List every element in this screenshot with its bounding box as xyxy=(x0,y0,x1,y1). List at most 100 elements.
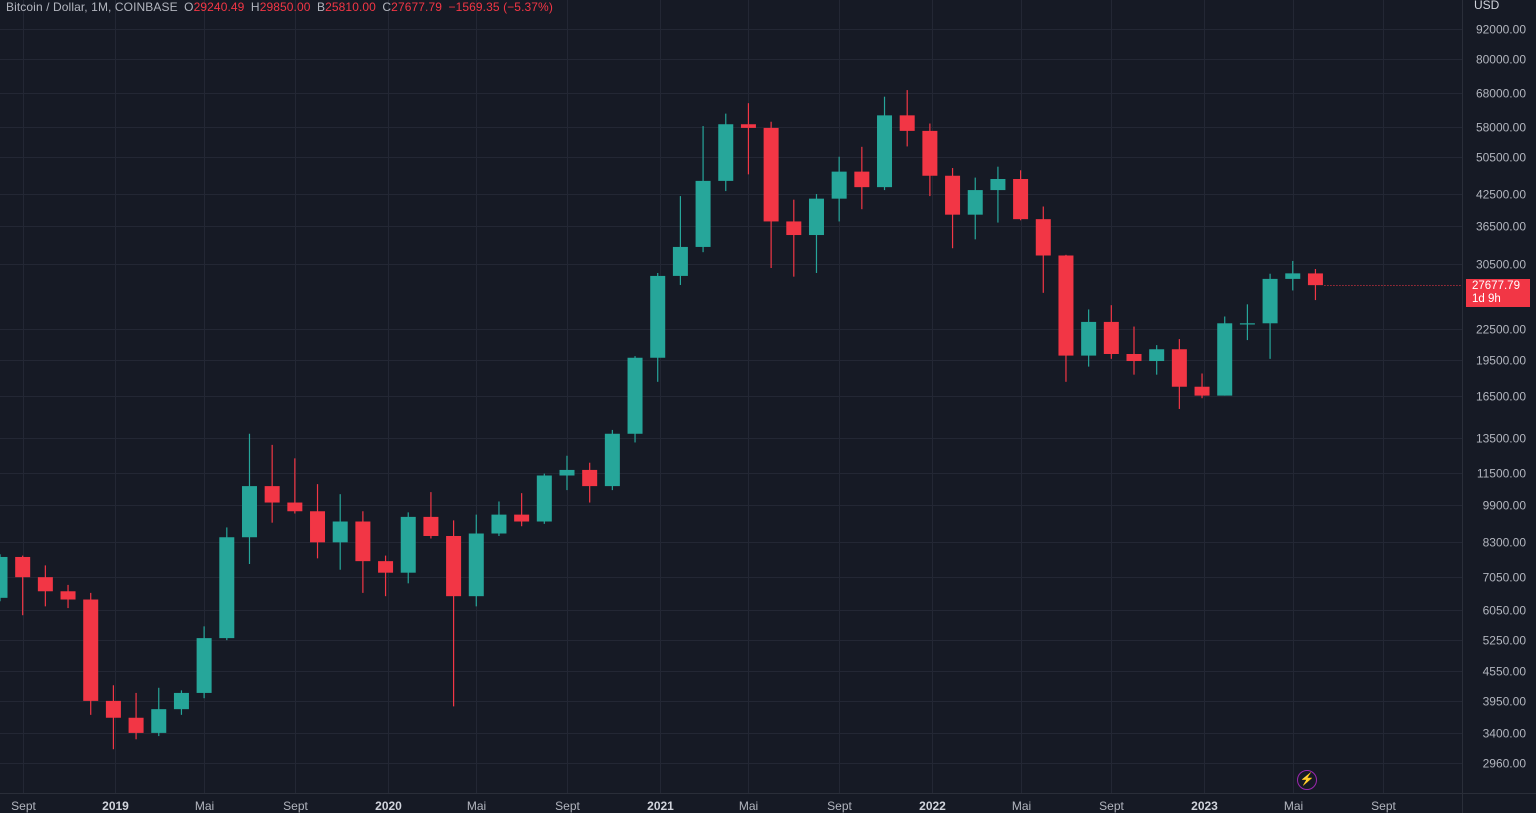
candle[interactable] xyxy=(287,458,303,514)
candle[interactable] xyxy=(423,492,439,539)
candle-body xyxy=(128,717,144,733)
candle[interactable] xyxy=(1103,305,1119,359)
candle[interactable] xyxy=(491,501,507,536)
candle-body xyxy=(1126,353,1142,362)
candle[interactable] xyxy=(990,166,1006,223)
candle[interactable] xyxy=(559,455,575,491)
candle-body xyxy=(740,124,756,128)
candle-body xyxy=(264,486,280,503)
candle[interactable] xyxy=(1217,316,1233,396)
candle[interactable] xyxy=(400,512,416,584)
candle[interactable] xyxy=(310,484,326,559)
candle[interactable] xyxy=(786,199,802,277)
candle[interactable] xyxy=(922,123,938,197)
candle-body xyxy=(355,521,371,562)
candle[interactable] xyxy=(219,527,235,641)
candle[interactable] xyxy=(854,146,870,210)
candle-body xyxy=(1307,273,1323,286)
candle-body xyxy=(1262,278,1278,324)
candle[interactable] xyxy=(1013,170,1029,221)
symbol-title: Bitcoin / Dollar, 1M, COINBASE xyxy=(6,0,178,14)
x-tick-label: Mai xyxy=(739,799,758,813)
candle[interactable] xyxy=(967,177,983,240)
candle[interactable] xyxy=(604,429,620,491)
candle[interactable] xyxy=(0,554,8,602)
candle[interactable] xyxy=(151,687,167,737)
candle[interactable] xyxy=(355,511,371,593)
axis-unit[interactable]: USD xyxy=(1474,0,1500,12)
candle[interactable] xyxy=(718,113,734,192)
candle[interactable] xyxy=(105,685,121,750)
candle-body xyxy=(400,516,416,573)
candle-body xyxy=(173,692,189,710)
candle[interactable] xyxy=(15,555,31,616)
candle-body xyxy=(1194,386,1210,396)
candle-body xyxy=(310,511,326,543)
candle[interactable] xyxy=(877,96,893,191)
candle-body xyxy=(219,537,235,639)
y-tick-label: 19500.00 xyxy=(1476,354,1526,368)
candle[interactable] xyxy=(1285,260,1301,291)
candle-body xyxy=(559,469,575,476)
candle[interactable] xyxy=(740,103,756,175)
candle[interactable] xyxy=(196,626,212,699)
candle[interactable] xyxy=(536,473,552,524)
candle-body xyxy=(854,171,870,188)
candle[interactable] xyxy=(60,584,76,609)
open-value: 29240.49 xyxy=(193,0,245,14)
candle[interactable] xyxy=(128,692,144,740)
candle[interactable] xyxy=(582,462,598,503)
candle-body xyxy=(990,179,1006,191)
y-tick-label: 30500.00 xyxy=(1476,258,1526,272)
candle[interactable] xyxy=(763,121,779,268)
y-tick-label: 5250.00 xyxy=(1483,634,1527,648)
candle[interactable] xyxy=(831,156,847,222)
y-tick-label: 42500.00 xyxy=(1476,188,1526,202)
candle[interactable] xyxy=(1194,373,1210,399)
symbol-legend: Bitcoin / Dollar, 1M, COINBASE O29240.49… xyxy=(6,0,556,14)
price-axis[interactable]: 2960.00 3400.00 3950.00 4550.00 5250.00 6050.… xyxy=(1476,23,1526,771)
candle[interactable] xyxy=(1149,345,1165,375)
candle[interactable] xyxy=(695,126,711,253)
y-tick-label: 3400.00 xyxy=(1483,727,1527,741)
x-tick-label: Sept xyxy=(1371,799,1396,813)
candle[interactable] xyxy=(37,565,53,607)
x-tick-label: Sept xyxy=(1099,799,1124,813)
candle[interactable] xyxy=(446,520,462,707)
candle[interactable] xyxy=(672,196,688,285)
candle[interactable] xyxy=(1239,304,1255,341)
candle-body xyxy=(877,115,893,188)
candle[interactable] xyxy=(1081,309,1097,367)
y-tick-label: 50500.00 xyxy=(1476,151,1526,165)
candle-body xyxy=(241,486,257,538)
candle[interactable] xyxy=(468,514,484,607)
candle[interactable] xyxy=(1035,206,1051,293)
candle[interactable] xyxy=(1126,326,1142,375)
time-axis[interactable]: Sept 2019 Mai Sept 2020 Mai Sept 2021 Mai Sept 202… xyxy=(11,799,1396,813)
y-tick-label: 3950.00 xyxy=(1483,695,1527,709)
candles xyxy=(0,90,1323,750)
y-tick-label: 13500.00 xyxy=(1476,432,1526,446)
candle[interactable] xyxy=(808,194,824,273)
candle[interactable] xyxy=(332,494,348,570)
candle[interactable] xyxy=(945,168,961,249)
candle[interactable] xyxy=(83,592,99,715)
candle[interactable] xyxy=(378,555,394,597)
candle[interactable] xyxy=(1307,269,1323,301)
candle[interactable] xyxy=(1058,254,1074,382)
candle-body xyxy=(582,469,598,487)
candle[interactable] xyxy=(241,433,257,564)
candle[interactable] xyxy=(173,690,189,715)
candle-body xyxy=(718,124,734,181)
candle[interactable] xyxy=(514,493,530,527)
candle[interactable] xyxy=(899,90,915,147)
candle[interactable] xyxy=(650,272,666,382)
lightning-icon[interactable]: ⚡ xyxy=(1297,770,1317,790)
candle[interactable] xyxy=(1262,273,1278,359)
candle-body xyxy=(1013,179,1029,220)
candle[interactable] xyxy=(1171,339,1187,409)
candle[interactable] xyxy=(627,356,643,443)
candle-body xyxy=(468,533,484,597)
candle[interactable] xyxy=(264,444,280,523)
